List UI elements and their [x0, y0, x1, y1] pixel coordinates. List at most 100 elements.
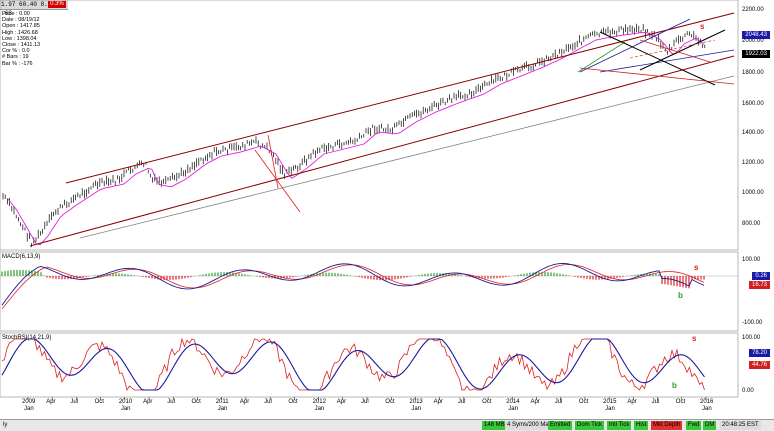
upper-channel-line — [65, 12, 735, 184]
price-axis-label: 1600.00 — [742, 101, 764, 107]
status-mkt-depth[interactable]: Mkt Depth — [651, 421, 683, 430]
stoch-panel-border — [0, 332, 739, 398]
x-axis-label: Apr — [143, 399, 153, 405]
x-axis-sublabel: Jan — [702, 406, 712, 412]
x-axis-sublabel: Jan — [605, 406, 615, 412]
correction-line-2011 — [254, 149, 301, 213]
moving-average-line — [7, 31, 705, 246]
x-axis-label: Oct — [288, 399, 298, 405]
x-axis-label: 2014 — [506, 399, 520, 405]
macd-signal-line — [1, 264, 705, 310]
sell-marker-stoch: s — [692, 334, 697, 343]
stoch-axis-label: 100.00 — [742, 335, 761, 341]
change-badge: 0.3% — [48, 1, 66, 8]
status-symbols[interactable]: 4 Syms/200 Max — [505, 421, 554, 430]
readout-bar: 1.97 60.40 8.46 .63 0.3% — [0, 0, 68, 17]
chart-canvas[interactable] — [0, 0, 774, 419]
x-axis-label: Oct — [94, 399, 104, 405]
macd-axis-label: -100.00 — [742, 320, 763, 326]
x-axis-label: Apr — [239, 399, 250, 405]
red-fan-line-1 — [579, 67, 735, 85]
x-axis-sublabel: Jan — [217, 406, 228, 412]
status-left: ly — [3, 422, 8, 428]
status-bar: ly 148 MB 4 Syms/200 Max Emitted Dom Tic… — [0, 419, 774, 431]
info-close: Close : 1411.13 — [2, 42, 41, 49]
info-bar-pct: Bar % : -176 — [2, 60, 33, 67]
x-axis-label: Oct — [385, 399, 395, 405]
x-axis-label: Apr — [336, 399, 347, 405]
x-axis-label: Apr — [46, 399, 56, 405]
status-fwd[interactable]: Fwd — [686, 421, 702, 430]
info-high: High : 1426.68 — [2, 29, 38, 36]
price-axis-label: 800.00 — [742, 221, 761, 227]
x-axis-label: 2009 — [22, 399, 36, 405]
black-trend-up — [639, 29, 726, 71]
correction-line-2011b — [267, 134, 279, 189]
stoch-signal-line — [1, 338, 705, 391]
info-cor: Cor % : 0.0 — [2, 48, 30, 55]
x-axis-label: 2015 — [603, 399, 617, 405]
price-tag-lower: 1922.03 — [742, 50, 770, 58]
status-dm[interactable]: DM — [703, 421, 717, 430]
stoch-layer — [1, 337, 705, 392]
status-intl-tick[interactable]: Intl Tick — [607, 421, 632, 430]
macd-label: MACD(6,13,9) — [2, 254, 41, 260]
x-axis — [27, 397, 707, 400]
macd-axis-label: 100.00 — [742, 257, 761, 263]
x-axis-label: 2013 — [409, 399, 423, 405]
info-date: Date : 08/19/12 — [2, 17, 40, 24]
macd-line — [1, 263, 705, 306]
support-line — [79, 75, 735, 239]
x-axis-sublabel: Jan — [314, 406, 325, 412]
price-axis-label: 1800.00 — [742, 70, 764, 76]
price-layer — [2, 23, 706, 248]
stoch-rsi-line — [1, 337, 705, 392]
stoch-label: StochRSI(14,21,9) — [2, 335, 52, 341]
readout-values: 1.97 60.40 8.46 .63 — [1, 1, 56, 17]
macd-panel-border — [0, 251, 739, 332]
price-axis-label: 1200.00 — [742, 160, 764, 166]
stoch-tag-lower: 44.76 — [748, 361, 770, 369]
x-axis-label: Oct — [191, 399, 201, 405]
buy-marker-stoch: b — [672, 381, 677, 390]
blue-trend-lower — [599, 49, 735, 73]
macd-tag-upper: 0.26 — [752, 272, 770, 280]
x-axis-sublabel: Jan — [24, 406, 34, 412]
x-axis-sublabel: Jan — [120, 406, 131, 412]
x-axis-label: Jul — [70, 399, 79, 405]
price-panel-border — [0, 0, 739, 251]
status-memory[interactable]: 148 MB — [482, 421, 507, 430]
stoch-tag-upper: 78.20 — [748, 349, 770, 357]
black-trend-down — [599, 31, 716, 86]
x-axis-label: Jul — [651, 399, 660, 405]
x-axis-label: Apr — [530, 399, 540, 405]
x-axis-label: Jul — [167, 399, 175, 405]
x-axis-label: Apr — [627, 399, 637, 405]
price-axis-label: 2200.00 — [742, 7, 764, 13]
x-axis-label: 2016 — [700, 399, 714, 405]
blue-trend-upper — [579, 18, 691, 73]
x-axis-label: Oct — [482, 399, 492, 405]
price-axis-label: 1000.00 — [742, 190, 764, 196]
sell-marker-price: s — [700, 22, 705, 31]
macd-tag-lower: 16.73 — [748, 281, 770, 289]
sell-marker-macd: s — [694, 263, 699, 272]
status-emitted[interactable]: Emitted — [548, 421, 573, 430]
info-bars: # Bars : 19 — [2, 54, 29, 61]
info-panel: Price : 0.00 Date : 08/19/12 Open : 1417… — [2, 11, 40, 67]
x-axis-sublabel: Jan — [508, 406, 518, 412]
x-axis-label: Jul — [554, 399, 563, 405]
status-hist[interactable]: Hist — [634, 421, 649, 430]
status-dom-tick[interactable]: Dom Tick — [575, 421, 605, 430]
x-axis-label: Jul — [457, 399, 466, 405]
red-fan-line-2 — [639, 39, 711, 63]
info-low: Low : 1398.04 — [2, 35, 37, 42]
price-axis-label: 1400.00 — [742, 130, 764, 136]
x-axis-label: 2010 — [118, 399, 133, 405]
price-tag-upper: 2048.43 — [742, 31, 770, 39]
x-axis-label: Jul — [264, 399, 272, 405]
x-axis-label: 2012 — [312, 399, 326, 405]
macd-layer — [0, 263, 738, 310]
red-dashed-line — [629, 39, 716, 59]
